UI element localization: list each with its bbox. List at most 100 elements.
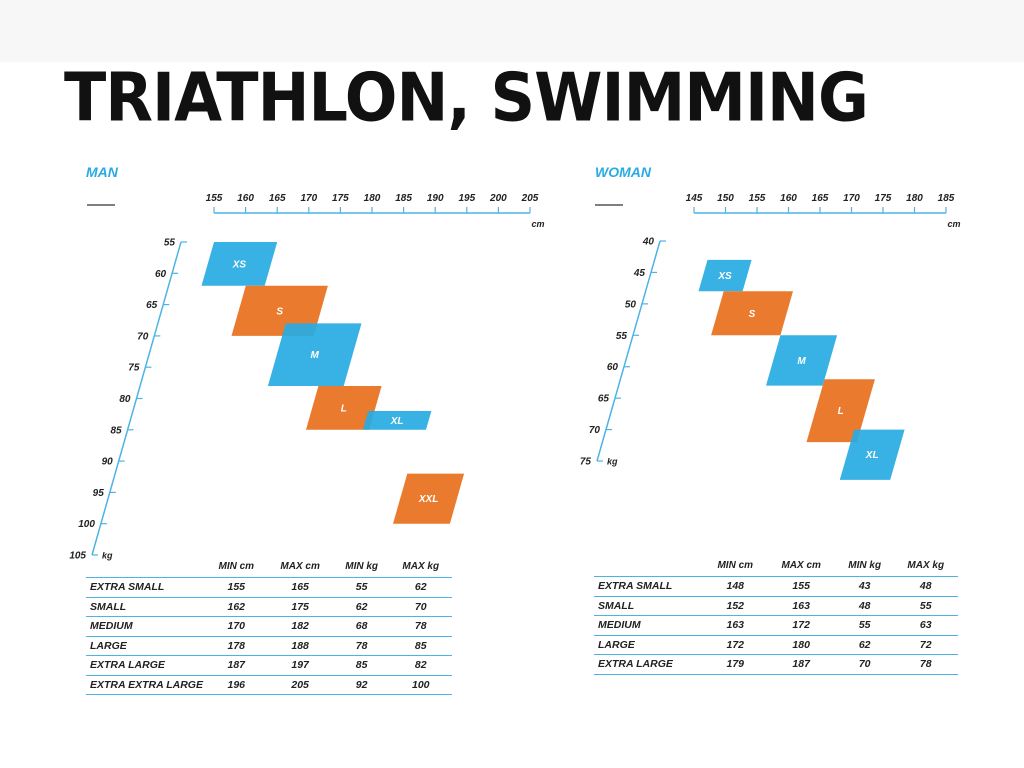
min-kg-cell: 78 bbox=[355, 639, 368, 652]
man-height-tick-label: 190 bbox=[427, 193, 444, 204]
table-row: LARGE 172 180 62 72 bbox=[594, 635, 958, 655]
max-cm-cell: 172 bbox=[792, 619, 810, 632]
woman-height-tick-label: 175 bbox=[875, 193, 892, 204]
woman-height-tick-label: 165 bbox=[812, 193, 829, 204]
man-weight-tick-label: 60 bbox=[155, 269, 167, 280]
man-size-table: MIN cm MAX cm MIN kg MAX kg EXTRA SMALL … bbox=[86, 558, 452, 695]
woman-size-band-label: XS bbox=[717, 271, 732, 282]
woman-weight-axis-line bbox=[596, 240, 661, 462]
man-size-band-label: M bbox=[311, 350, 320, 361]
size-name: LARGE bbox=[598, 638, 635, 651]
max-kg-cell: 72 bbox=[919, 638, 932, 651]
min-cm-cell: 162 bbox=[227, 600, 246, 613]
table-row: EXTRA SMALL 148 155 43 48 bbox=[594, 576, 958, 597]
top-band bbox=[0, 0, 1024, 62]
max-cm-cell: 163 bbox=[792, 599, 810, 612]
woman-height-tick-label: 180 bbox=[906, 193, 923, 204]
max-cm-cell: 155 bbox=[792, 580, 810, 593]
woman-size-band-xs bbox=[698, 259, 752, 292]
table-row: EXTRA SMALL 155 165 55 62 bbox=[86, 577, 452, 598]
max-kg-cell: 78 bbox=[919, 658, 932, 671]
max-kg-cell: 100 bbox=[412, 678, 430, 691]
max-cm-cell: 182 bbox=[291, 620, 309, 633]
woman-size-band-label: XL bbox=[865, 450, 879, 461]
min-kg-cell: 62 bbox=[858, 638, 871, 651]
min-cm-cell: 148 bbox=[726, 580, 745, 593]
man-size-band-label: S bbox=[276, 306, 283, 317]
man-weight-tick-label: 70 bbox=[137, 331, 149, 342]
min-kg-cell: 85 bbox=[355, 659, 368, 672]
man-height-tick-label: 195 bbox=[458, 193, 475, 204]
man-size-band-xxl bbox=[393, 473, 465, 524]
table-header-max-kg: MAX kg bbox=[907, 559, 945, 571]
woman-size-band-label: S bbox=[749, 309, 756, 320]
size-name: SMALL bbox=[90, 600, 127, 613]
man-height-tick-label: 165 bbox=[269, 193, 286, 204]
max-kg-cell: 70 bbox=[414, 600, 427, 613]
woman-size-band-label: M bbox=[797, 356, 806, 367]
table-header-size bbox=[594, 557, 704, 577]
max-cm-cell: 197 bbox=[291, 659, 309, 672]
table-header-min-kg: MIN kg bbox=[848, 559, 882, 571]
man-weight-tick-label: 65 bbox=[146, 300, 158, 311]
man-size-band-s bbox=[231, 285, 328, 336]
max-kg-cell: 48 bbox=[919, 580, 932, 593]
table-row: SMALL 162 175 62 70 bbox=[86, 597, 452, 617]
min-kg-cell: 70 bbox=[858, 658, 871, 671]
man-size-band-label: XXL bbox=[418, 494, 438, 505]
man-height-tick-label: 200 bbox=[489, 193, 507, 204]
table-row: EXTRA LARGE 187 197 85 82 bbox=[86, 655, 452, 676]
man-size-band-xl bbox=[362, 411, 432, 430]
woman-weight-tick-label: 45 bbox=[633, 268, 646, 279]
max-cm-cell: 188 bbox=[291, 639, 309, 652]
min-cm-cell: 172 bbox=[726, 638, 745, 651]
max-cm-cell: 205 bbox=[291, 678, 309, 691]
man-weight-tick-label: 95 bbox=[93, 488, 105, 499]
man-height-tick-label: 180 bbox=[364, 193, 381, 204]
min-cm-cell: 179 bbox=[726, 658, 745, 671]
woman-weight-tick-label: 70 bbox=[589, 425, 601, 436]
min-cm-cell: 187 bbox=[227, 659, 246, 672]
table-header-max-cm: MAX cm bbox=[781, 559, 821, 571]
min-kg-cell: 62 bbox=[355, 600, 368, 613]
woman-weight-tick-label: 65 bbox=[598, 394, 610, 405]
man-height-tick-label: 160 bbox=[237, 193, 254, 204]
woman-height-tick-label: 160 bbox=[780, 193, 797, 204]
man-weight-tick-label: 85 bbox=[110, 425, 122, 436]
size-name: MEDIUM bbox=[90, 620, 133, 633]
max-kg-cell: 78 bbox=[414, 620, 427, 633]
table-header-size bbox=[86, 558, 206, 578]
man-section-title: MAN bbox=[86, 164, 119, 180]
man-size-band-xs bbox=[201, 242, 278, 286]
man-table-header-row: MIN cm MAX cm MIN kg MAX kg bbox=[86, 558, 452, 578]
man-height-tick-label: 185 bbox=[395, 193, 412, 204]
size-name: EXTRA LARGE bbox=[90, 659, 165, 672]
man-weight-tick-label: 75 bbox=[128, 363, 140, 374]
man-height-tick-label: 175 bbox=[332, 193, 349, 204]
woman-size-band-label: L bbox=[838, 406, 844, 417]
table-row: LARGE 178 188 78 85 bbox=[86, 636, 452, 656]
man-weight-tick-label: 80 bbox=[119, 394, 131, 405]
min-kg-cell: 43 bbox=[858, 580, 871, 593]
woman-height-tick-label: 150 bbox=[717, 193, 734, 204]
max-kg-cell: 85 bbox=[414, 639, 427, 652]
woman-weight-tick-label: 60 bbox=[607, 362, 619, 373]
table-row: MEDIUM 163 172 55 63 bbox=[594, 615, 958, 636]
min-cm-cell: 178 bbox=[227, 639, 246, 652]
woman-height-tick-label: 170 bbox=[843, 193, 860, 204]
max-cm-cell: 175 bbox=[291, 600, 309, 613]
min-cm-cell: 152 bbox=[726, 599, 745, 612]
table-row: EXTRA EXTRA LARGE 196 205 92 100 bbox=[86, 675, 452, 695]
min-kg-cell: 55 bbox=[355, 581, 368, 594]
max-cm-cell: 180 bbox=[792, 638, 810, 651]
max-kg-cell: 82 bbox=[414, 659, 427, 672]
man-weight-unit-label: kg bbox=[102, 551, 113, 561]
man-size-band-label: L bbox=[341, 403, 347, 414]
man-weight-tick-label: 100 bbox=[78, 519, 95, 530]
woman-height-unit-label: cm bbox=[947, 219, 960, 229]
man-size-band-label: XL bbox=[390, 416, 404, 427]
page-title: TRIATHLON, SWIMMING bbox=[64, 58, 869, 137]
woman-weight-tick-label: 75 bbox=[580, 457, 592, 468]
man-height-tick-label: 205 bbox=[521, 193, 539, 204]
